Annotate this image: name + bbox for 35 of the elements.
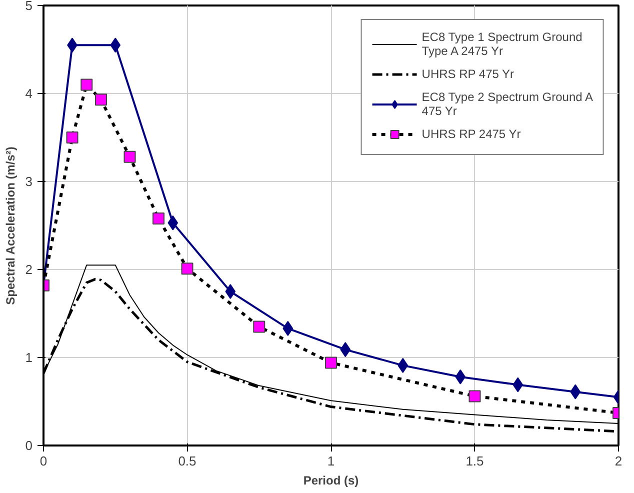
point	[282, 320, 294, 336]
point	[512, 377, 524, 392]
point	[455, 369, 466, 384]
point	[80, 78, 93, 91]
x-axis-title: Period (s)	[303, 474, 359, 488]
point	[398, 358, 408, 373]
x-tick-label: 0.5	[178, 454, 196, 468]
legend-label: EC8 Type 2 Spectrum Ground A 475 Yr	[422, 90, 593, 118]
x-tick-label: 1	[327, 454, 335, 468]
y-axis-title: Spectral Acceleration (m/s²)	[3, 146, 18, 305]
point	[468, 390, 481, 402]
y-tick-label: 3	[25, 174, 33, 189]
y-tick-label: 4	[25, 86, 33, 101]
y-tick-label: 2	[25, 262, 33, 277]
point	[110, 38, 121, 53]
point	[152, 212, 164, 224]
point	[95, 94, 107, 106]
point	[570, 384, 581, 400]
x-tick-label: 1.5	[466, 454, 484, 468]
x-tick-label: 2	[614, 454, 622, 468]
point	[253, 320, 266, 333]
point	[66, 132, 78, 144]
y-tick-label: 5	[25, 0, 33, 13]
point	[340, 342, 351, 358]
y-tick-label: 0	[25, 438, 33, 453]
point	[325, 356, 337, 369]
x-tick-label: 0	[40, 454, 48, 468]
y-tick-label: 1	[25, 350, 33, 365]
legend-label: UHRS RP 2475 Yr	[422, 127, 521, 141]
legend-label: EC8 Type 1 Spectrum Ground Type A 2475 Yr	[422, 30, 582, 58]
point	[225, 284, 236, 299]
point	[181, 262, 194, 275]
point	[168, 215, 178, 230]
point	[124, 150, 136, 163]
legend-label: UHRS RP 475 Yr	[422, 67, 514, 81]
